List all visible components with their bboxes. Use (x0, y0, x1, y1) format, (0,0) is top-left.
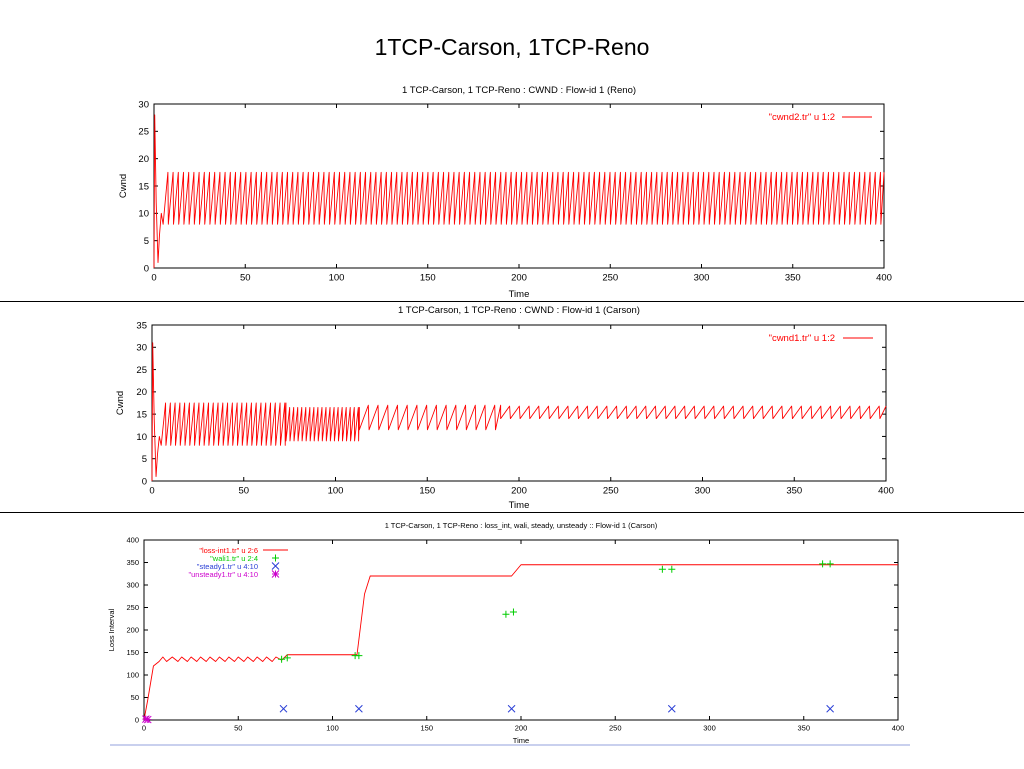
data-point (509, 608, 517, 616)
x-axis-label: Time (509, 289, 530, 300)
y-tick-label: 200 (126, 626, 139, 635)
legend-label: "cwnd1.tr" u 1:2 (769, 333, 835, 344)
x-tick-label: 250 (602, 273, 618, 284)
y-tick-label: 400 (126, 536, 139, 545)
x-tick-label: 250 (609, 724, 622, 733)
data-point (278, 655, 286, 663)
data-point (283, 654, 291, 662)
legend-label: "unsteady1.tr" u 4:10 (188, 570, 258, 579)
data-point (668, 565, 676, 573)
y-tick-label: 50 (131, 693, 139, 702)
series-line (143, 564, 898, 721)
chart-title: 1 TCP-Carson, 1 TCP-Reno : loss_int, wal… (385, 521, 658, 530)
y-tick-label: 25 (138, 127, 149, 138)
x-tick-label: 400 (876, 273, 892, 284)
x-tick-label: 400 (878, 486, 894, 497)
x-tick-label: 350 (797, 724, 810, 733)
series-line (151, 342, 887, 482)
x-tick-label: 100 (328, 486, 344, 497)
x-tick-label: 200 (511, 273, 527, 284)
separator-top (0, 301, 1024, 302)
y-tick-label: 100 (126, 671, 139, 680)
y-tick-label: 0 (144, 263, 149, 274)
cwnd-carson-chart: 0 50 100 150 200 250 300 350 400 0 5 10 15 20 25 30 35 1 … (115, 305, 894, 511)
legend-label: "cwnd2.tr" u 1:2 (769, 112, 835, 123)
data-point (826, 560, 834, 568)
data-point (355, 652, 363, 660)
loss-interval-chart: 0 50 100 150 200 250 300 350 400 0 50 100 150 200 250 3… (107, 521, 905, 745)
x-tick-label: 250 (603, 486, 619, 497)
plot-frame (153, 103, 885, 269)
x-tick-label: 0 (149, 486, 154, 497)
x-tick-label: 200 (511, 486, 527, 497)
x-tick-label: 50 (238, 486, 249, 497)
y-tick-label: 15 (136, 409, 147, 420)
y-tick-label: 15 (138, 181, 149, 192)
y-tick-label: 20 (138, 154, 149, 165)
y-axis-label: Cwnd (115, 391, 126, 415)
y-tick-label: 250 (126, 603, 139, 612)
legend-marker-swatch (272, 554, 279, 562)
x-tick-label: 50 (234, 724, 242, 733)
x-tick-label: 100 (326, 724, 339, 733)
data-point (279, 704, 288, 713)
x-tick-label: 150 (420, 273, 436, 284)
data-point (502, 610, 510, 618)
x-tick-label: 350 (786, 486, 802, 497)
y-tick-label: 150 (126, 648, 139, 657)
bottom-rule (110, 744, 910, 746)
chart-title: 1 TCP-Carson, 1 TCP-Reno : CWND : Flow-i… (398, 305, 640, 316)
x-tick-label: 350 (785, 273, 801, 284)
legend-marker-swatch (271, 562, 280, 570)
series-line (153, 114, 885, 269)
data-point (658, 565, 666, 573)
x-tick-label: 0 (142, 724, 146, 733)
y-tick-label: 0 (142, 476, 147, 487)
x-tick-label: 100 (329, 273, 345, 284)
slide-title: 1TCP-Carson, 1TCP-Reno (374, 34, 650, 60)
x-tick-label: 300 (695, 486, 711, 497)
y-tick-label: 30 (138, 99, 149, 110)
y-tick-label: 300 (126, 581, 139, 590)
x-tick-label: 150 (419, 486, 435, 497)
y-axis-label: Cwnd (118, 174, 129, 198)
y-axis-label: Loss Interval (107, 608, 116, 651)
legend-marker-swatch (271, 570, 280, 578)
chart-title: 1 TCP-Carson, 1 TCP-Reno : CWND : Flow-i… (402, 85, 636, 96)
data-point (819, 560, 827, 568)
y-tick-label: 350 (126, 558, 139, 567)
data-point (355, 704, 363, 713)
y-tick-label: 5 (144, 236, 149, 247)
y-tick-label: 10 (138, 209, 149, 220)
data-point (826, 704, 834, 713)
y-tick-label: 10 (136, 432, 147, 443)
legend-label: "loss-int1.tr" u 2:6 (199, 546, 258, 555)
x-tick-label: 300 (703, 724, 716, 733)
cwnd-reno-chart: 0 50 100 150 200 250 300 350 400 0 5 10 15 20 25 30 1 TC… (118, 85, 892, 300)
separator-bottom (0, 512, 1024, 513)
y-tick-label: 0 (135, 716, 139, 725)
plot-frame (151, 324, 887, 482)
y-tick-label: 35 (136, 320, 147, 331)
x-tick-label: 200 (515, 724, 528, 733)
x-tick-label: 400 (892, 724, 905, 733)
x-tick-label: 0 (151, 273, 156, 284)
y-tick-label: 5 (142, 454, 147, 465)
y-tick-label: 25 (136, 365, 147, 376)
data-point (507, 704, 516, 713)
y-tick-label: 20 (136, 387, 147, 398)
legend-label: "steady1.tr" u 4:10 (197, 562, 258, 571)
x-tick-label: 300 (694, 273, 710, 284)
x-axis-label: Time (513, 736, 529, 745)
y-tick-label: 30 (136, 343, 147, 354)
data-point (667, 704, 676, 713)
x-axis-label: Time (509, 500, 530, 511)
x-tick-label: 50 (240, 273, 251, 284)
x-tick-label: 150 (420, 724, 433, 733)
data-point (143, 715, 152, 724)
legend-label: "wali1.tr" u 2:4 (210, 554, 258, 563)
